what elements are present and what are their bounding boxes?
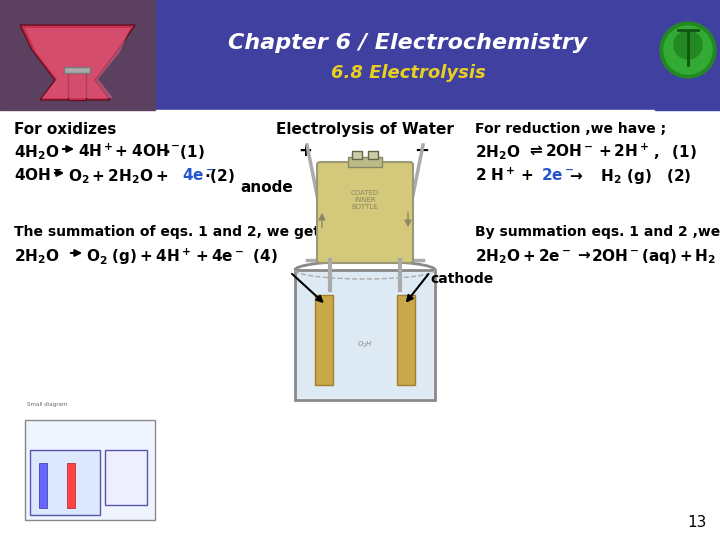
Polygon shape [25,28,130,98]
Bar [348,157,382,167]
Text: 13: 13 [688,515,707,530]
Text: The summation of eqs. 1 and 2, we get: The summation of eqs. 1 and 2, we get [14,225,320,239]
Bar [368,151,378,159]
Text: anode: anode [240,180,293,195]
Text: $\mathbf{\rightarrow\ \ \ H_2\ (g)\ \ \ (2)}$: $\mathbf{\rightarrow\ \ \ H_2\ (g)\ \ \ … [567,167,691,186]
Bar [68,70,86,100]
Bar [352,151,362,159]
Text: $\mathbf{O_2\ (g)+4H^++4e^-}$: $\mathbf{O_2\ (g)+4H^++4e^-}$ [86,247,244,267]
FancyBboxPatch shape [30,450,100,515]
Text: $\mathbf{O_2 + 2H_2O + }$: $\mathbf{O_2 + 2H_2O + }$ [68,167,168,186]
Text: $\mathbf{\rightarrow}$: $\mathbf{\rightarrow}$ [575,247,592,262]
Text: $\mathbf{4H_2O}$: $\mathbf{4H_2O}$ [14,143,60,161]
Bar [655,0,720,110]
Bar [315,295,333,385]
Text: $\mathbf{\rightleftharpoons}$: $\mathbf{\rightleftharpoons}$ [527,143,544,158]
Text: $\mathbf{4OH^-}$: $\mathbf{4OH^-}$ [14,167,63,183]
Ellipse shape [660,22,716,78]
Bar [67,463,75,508]
Text: $\mathbf{4H^+}$: $\mathbf{4H^+}$ [78,143,113,160]
FancyBboxPatch shape [317,162,413,263]
FancyBboxPatch shape [295,270,435,400]
Bar [39,463,47,508]
Text: $O_2H$: $O_2H$ [357,340,373,350]
Text: Electrolysis of Water: Electrolysis of Water [276,122,454,137]
Text: Small diagram: Small diagram [27,402,68,407]
Text: $\mathbf{+ \ 4OH^-}$: $\mathbf{+ \ 4OH^-}$ [114,143,180,159]
Bar [25,420,155,520]
Polygon shape [20,25,135,100]
Text: $\mathbf{\cdot \ \ (1)}$: $\mathbf{\cdot \ \ (1)}$ [164,143,205,161]
Text: COATED
INNER
BOTTLE: COATED INNER BOTTLE [351,190,379,210]
Bar [0,0,155,110]
Text: $\mathbf{2e^-}$: $\mathbf{2e^-}$ [541,167,574,183]
Text: $\mathbf{2H_2O+2e^-}$: $\mathbf{2H_2O+2e^-}$ [475,247,571,266]
Text: $\mathbf{\ (4)}$: $\mathbf{\ (4)}$ [248,247,278,265]
Text: $\mathbf{2\ H^+ + }$: $\mathbf{2\ H^+ + }$ [475,167,533,184]
Bar [397,295,415,385]
Text: cathode: cathode [430,272,493,286]
Bar [64,67,90,73]
Text: $\mathbf{,\ \ (1)}$: $\mathbf{,\ \ (1)}$ [653,143,697,161]
Text: Chapter 6 / Electrochemistry: Chapter 6 / Electrochemistry [228,33,588,53]
Text: $\mathbf{2H_2O}$: $\mathbf{2H_2O}$ [475,143,521,161]
Text: +: + [298,142,312,160]
Bar [0,110,720,540]
Text: $\mathbf{2OH^-(aq) + H_2\ (g)\ \ (3)}$: $\mathbf{2OH^-(aq) + H_2\ (g)\ \ (3)}$ [591,247,720,266]
Text: −: − [415,142,430,160]
Text: $\mathbf{4e^-}$: $\mathbf{4e^-}$ [182,167,215,183]
Text: By summation eqs. 1 and 2 ,we get: By summation eqs. 1 and 2 ,we get [475,225,720,239]
Text: For reduction ,we have ;: For reduction ,we have ; [475,122,666,136]
Text: $\mathbf{2OH^- + 2H^+}$: $\mathbf{2OH^- + 2H^+}$ [545,143,649,160]
Text: $\mathbf{\cdot(2)}$: $\mathbf{\cdot(2)}$ [204,167,235,185]
Text: For oxidizes: For oxidizes [14,122,117,137]
Text: 6.8 Electrolysis: 6.8 Electrolysis [330,64,485,82]
Ellipse shape [674,31,702,59]
FancyBboxPatch shape [105,450,147,505]
Text: $\mathbf{2H_2O}$: $\mathbf{2H_2O}$ [14,247,60,266]
Ellipse shape [664,26,712,74]
Bar [0,0,720,110]
Bar [297,272,433,398]
